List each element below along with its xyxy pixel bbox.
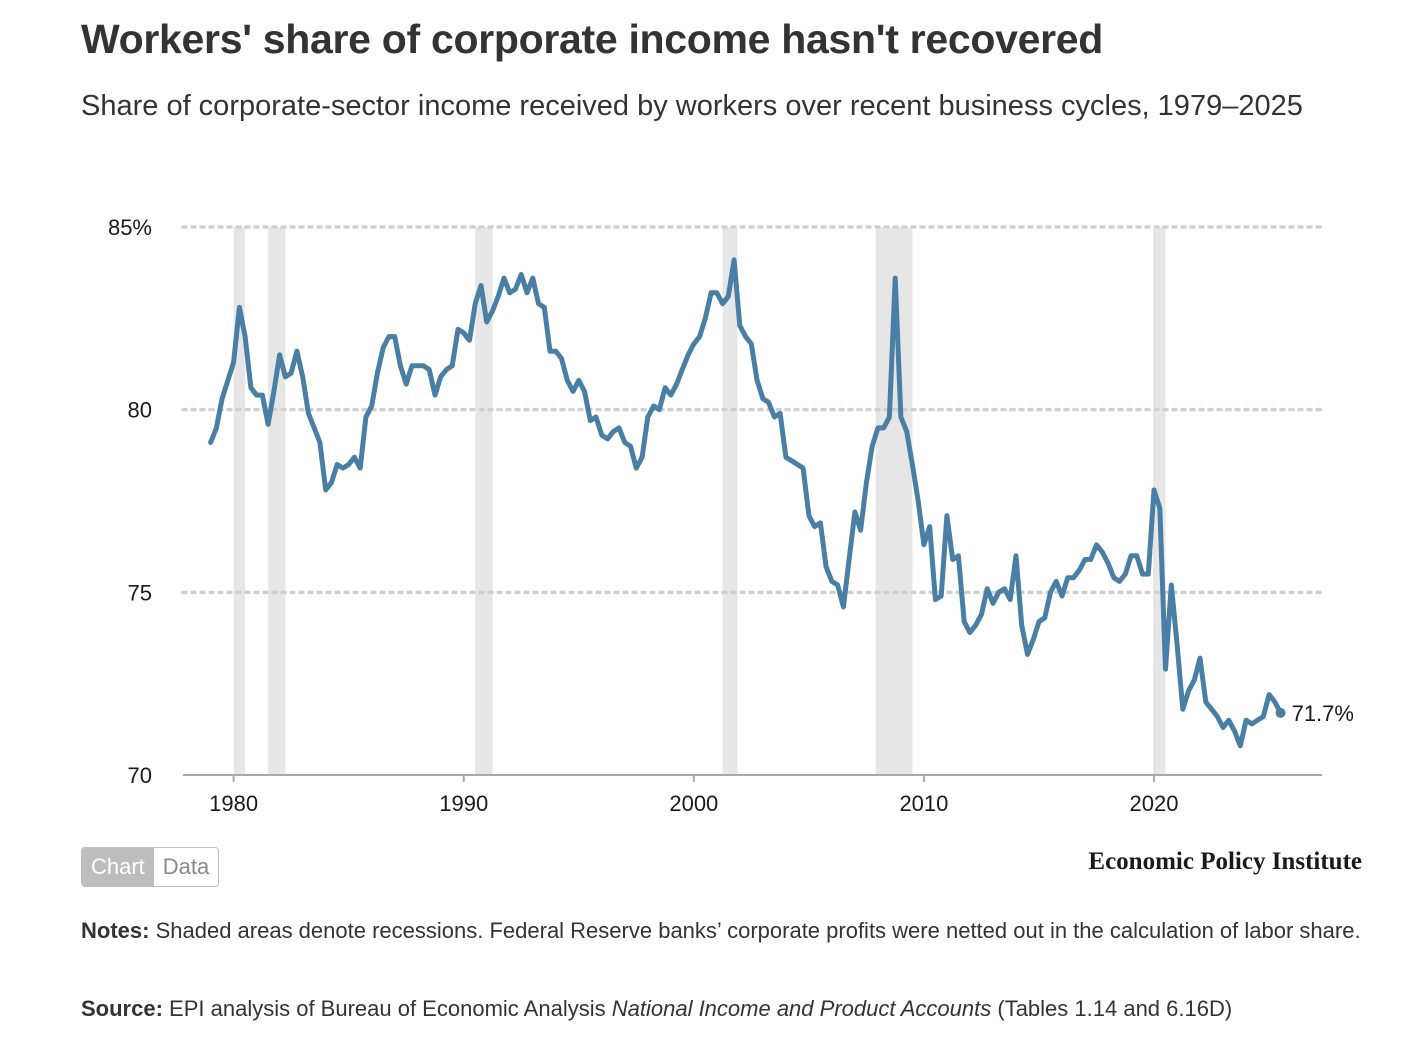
x-tick-label: 2020: [1130, 791, 1179, 816]
recession-band: [722, 227, 738, 775]
series-line-labor-share: [208, 257, 1284, 749]
line-chart: 70 75 80 85% 1980 1990 2000 2010 2020 71.7%: [108, 215, 1354, 816]
data-tab[interactable]: Data: [153, 848, 219, 886]
source-italic: National Income and Product Accounts: [611, 996, 992, 1021]
notes-label: Notes:: [81, 918, 150, 943]
source-post: (Tables 1.14 and 6.16D): [997, 996, 1233, 1021]
x-tick-label: 1980: [209, 791, 258, 816]
brand-logo: Economic Policy Institute: [1088, 848, 1362, 875]
chart-tab[interactable]: Chart: [82, 848, 154, 886]
chart-title: Workers' share of corporate income hasn'…: [81, 16, 1103, 62]
axes: 70 75 80 85% 1980 1990 2000 2010 2020: [108, 215, 1322, 816]
source-pre: EPI analysis of Bureau of Economic Analy…: [169, 996, 606, 1021]
y-tick-label: 75: [128, 580, 152, 605]
y-tick-label: 80: [128, 398, 152, 423]
y-tick-label: 85%: [108, 215, 152, 240]
notes: Notes: Shaded areas denote recessions. F…: [81, 914, 1371, 948]
recession-bands: [233, 227, 1166, 775]
view-toggle: Chart Data: [81, 847, 220, 887]
notes-text: Shaded areas denote recessions. Federal …: [155, 918, 1361, 943]
recession-band: [475, 227, 493, 775]
end-point-marker: [1275, 707, 1286, 718]
end-value-label: 71.7%: [1292, 701, 1354, 726]
x-tick-label: 2000: [669, 791, 718, 816]
recession-band: [233, 227, 246, 775]
source: Source: EPI analysis of Bureau of Econom…: [81, 992, 1381, 1026]
x-tick-label: 1990: [439, 791, 488, 816]
chart-subtitle: Share of corporate-sector income receive…: [81, 90, 1303, 122]
series-layer: 71.7%: [208, 257, 1354, 749]
recession-band: [268, 227, 286, 775]
gridlines: [181, 225, 1324, 775]
source-label: Source:: [81, 996, 163, 1021]
y-tick-label: 70: [128, 763, 152, 788]
x-tick-label: 2010: [899, 791, 948, 816]
